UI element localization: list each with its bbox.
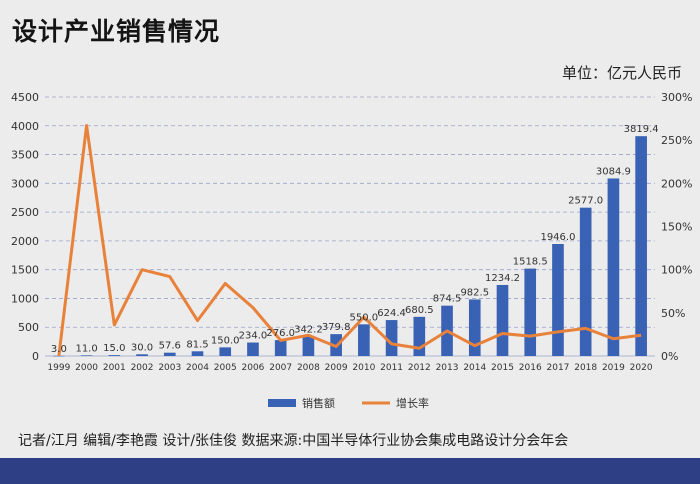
bar-data-label: 982.5 <box>460 287 489 298</box>
bar <box>274 340 287 356</box>
x-axis-tick: 2001 <box>103 363 126 373</box>
x-axis-tick: 2002 <box>131 363 154 373</box>
bar <box>579 207 592 356</box>
x-axis-tick: 2008 <box>297 363 320 373</box>
bar-data-label: 30.0 <box>131 342 153 353</box>
x-axis-tick: 2018 <box>574 363 597 373</box>
legend-label-growth: 增长率 <box>396 396 429 410</box>
left-axis-tick: 3000 <box>11 177 39 190</box>
left-axis-tick: 3500 <box>11 149 39 162</box>
bar-data-label: 234.0 <box>239 331 268 342</box>
bar <box>247 342 259 356</box>
right-axis-tick: 100% <box>661 264 692 277</box>
bar-data-label: 81.5 <box>186 339 208 350</box>
bar-data-label: 15.0 <box>103 343 125 354</box>
left-axis-tick: 4000 <box>11 120 39 133</box>
left-axis-tick: 0 <box>32 350 39 363</box>
chart-title: 设计产业销售情况 <box>12 17 221 46</box>
bar <box>80 355 93 356</box>
bar-data-label: 2577.0 <box>568 196 603 207</box>
bar <box>524 268 537 356</box>
x-axis-tick: 2013 <box>436 363 459 373</box>
bar <box>635 136 647 356</box>
bar <box>385 320 398 356</box>
growth-rate-line <box>57 123 642 357</box>
unit-label: 单位：亿元人民币 <box>561 64 682 82</box>
bar-data-label: 379.8 <box>322 322 351 333</box>
bar-data-label: 1518.5 <box>513 257 548 268</box>
x-axis-tick: 1999 <box>47 363 70 373</box>
bar <box>191 351 204 356</box>
right-axis-tick: 0% <box>661 350 678 363</box>
bar-data-label: 550.0 <box>350 312 379 323</box>
bar <box>53 355 65 357</box>
bar <box>358 324 370 356</box>
x-axis-tick: 2020 <box>630 363 653 373</box>
bar <box>302 336 315 356</box>
chart-canvas: 0 500 1000 1500 2000 2500 3000 3500 4000 4500 0% 50… <box>11 91 692 410</box>
left-axis-tick: 2500 <box>11 206 39 219</box>
x-axis-tick: 2019 <box>602 363 625 373</box>
left-axis-tick: 500 <box>18 321 39 334</box>
left-axis-tick: 2000 <box>11 235 39 248</box>
x-axis-tick: 2017 <box>547 363 570 373</box>
bar-data-label: 3084.9 <box>596 166 631 177</box>
bar-data-label: 1234.2 <box>485 273 520 284</box>
bar-data-label: 680.5 <box>405 305 434 316</box>
bar-data-label: 11.0 <box>75 343 97 354</box>
bar <box>219 347 232 356</box>
credits-text: 记者/江月 编辑/李艳霞 设计/张佳俊 数据来源:中国半导体行业协会集成电路设计… <box>18 433 569 449</box>
right-axis-tick: 200% <box>661 177 692 190</box>
x-axis-tick: 2009 <box>325 363 348 373</box>
right-axis-tick: 250% <box>661 134 692 147</box>
left-axis-tick: 4500 <box>11 91 39 104</box>
x-axis-tick: 2006 <box>242 363 265 373</box>
left-axis-tick: 1000 <box>11 292 39 305</box>
legend-bar-swatch <box>268 399 296 407</box>
bar-data-label: 3.0 <box>51 344 67 355</box>
bar <box>552 243 564 356</box>
bar <box>468 299 481 356</box>
bar-data-label: 874.5 <box>433 294 462 305</box>
x-axis-tick: 2000 <box>75 363 98 373</box>
bar <box>607 178 620 356</box>
right-axis-tick: 300% <box>661 91 692 104</box>
bar-data-label: 3819.4 <box>624 124 659 135</box>
bar-data-label: 150.0 <box>211 335 240 346</box>
bar <box>136 354 148 356</box>
x-axis-tick: 2010 <box>352 363 375 373</box>
x-axis-tick: 2005 <box>214 363 237 373</box>
bar <box>413 316 426 356</box>
bar-data-label: 276.0 <box>266 328 295 339</box>
x-axis-tick: 2003 <box>158 363 181 373</box>
x-axis-tick: 2004 <box>186 363 209 373</box>
x-axis-tick: 2016 <box>519 363 542 373</box>
bar-data-label: 1946.0 <box>540 232 575 243</box>
left-axis-tick: 1500 <box>11 264 39 277</box>
footer-bar <box>0 458 700 484</box>
bar <box>108 355 121 356</box>
bar <box>496 284 509 356</box>
bar-data-label: 624.4 <box>377 308 406 319</box>
bar <box>163 352 176 356</box>
x-axis-tick: 2012 <box>408 363 431 373</box>
legend-label-sales: 销售额 <box>302 396 335 410</box>
x-axis-tick: 2011 <box>380 363 403 373</box>
x-axis-tick: 2007 <box>269 363 292 373</box>
right-axis-tick: 150% <box>661 221 692 234</box>
right-axis-tick: 50% <box>661 307 685 320</box>
bar-data-label: 342.2 <box>294 324 323 335</box>
bar-data-label: 57.6 <box>159 341 181 352</box>
x-axis-tick: 2015 <box>491 363 514 373</box>
x-axis-tick: 2014 <box>463 363 486 373</box>
